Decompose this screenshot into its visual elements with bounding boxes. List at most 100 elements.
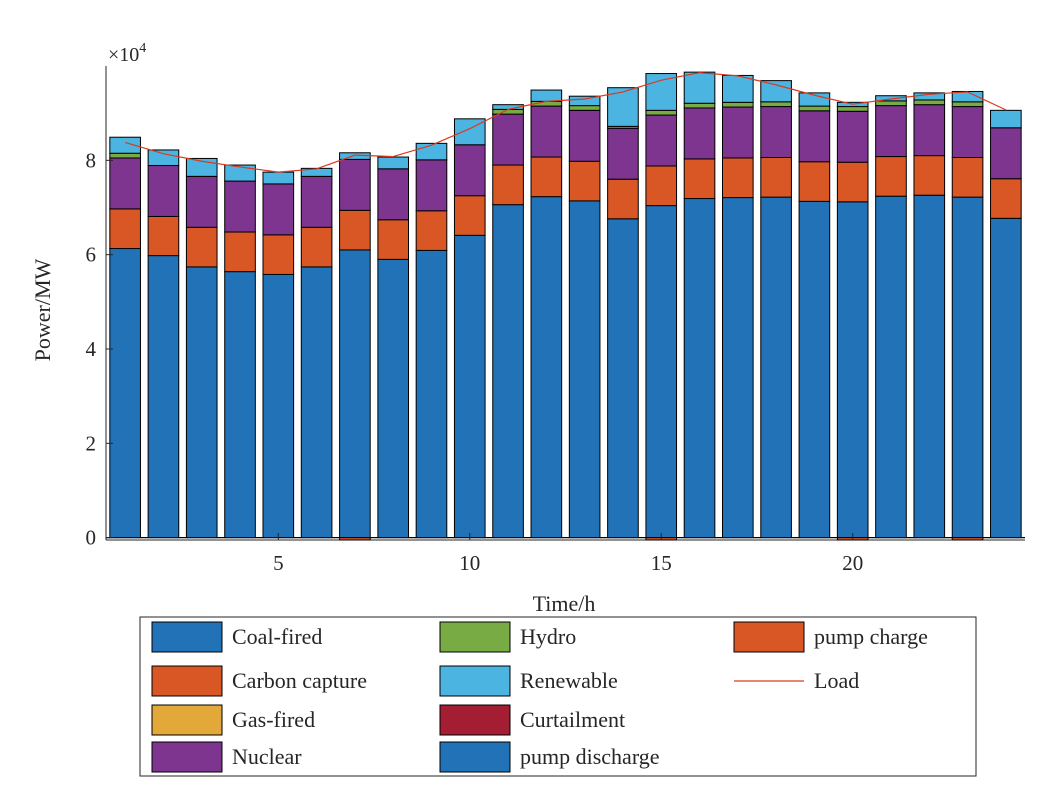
bar-nuclear-17 [721,106,754,159]
bar-nuclear-16 [683,107,716,160]
bar-nuclear-22 [913,104,946,157]
bar-carbon-1 [109,208,141,250]
x-tick-label: 5 [273,551,284,575]
bar-hydro-17 [721,101,754,108]
bar-coal-12 [530,196,563,539]
bar-nuclear-3 [185,175,218,228]
y-tick-label: 6 [86,243,97,267]
legend-label: Renewable [520,668,618,693]
bar-coal-20 [836,201,869,539]
bar-nuclear-10 [453,144,486,197]
bar-coal-24 [990,217,1022,539]
bar-renewable-18 [760,80,792,103]
bar-carbon-20 [836,161,869,203]
bar-carbon-8 [377,219,410,260]
bar-coal-9 [415,249,448,539]
legend-swatch-coal [151,621,223,653]
bar-coal-6 [300,266,333,539]
bar-coal-14 [607,218,639,539]
bar-coal-23 [951,196,984,539]
bar-coal-3 [185,266,218,539]
bar-hydro-22 [913,99,946,106]
bar-coal-5 [262,273,295,539]
bar-renewable-24 [990,109,1022,129]
bar-nuclear-5 [262,183,295,236]
bar-renewable-12 [530,89,563,102]
bar-carbon-21 [875,156,907,197]
bar-carbon-12 [530,156,563,198]
bar-coal-2 [147,255,180,539]
bar-renewable-17 [721,74,754,103]
bar-nuclear-18 [760,106,792,158]
legend-box [139,616,977,777]
bar-carbon-4 [224,231,256,273]
bar-carbon-6 [300,226,333,268]
bar-carbon-17 [721,157,754,199]
bar-nuclear-15 [645,114,678,167]
bar-hydro-11 [492,108,524,115]
bar-hydro-16 [683,102,716,109]
bar-coal-16 [683,198,716,539]
bar-carbon-5 [262,234,295,275]
bar-hydro-18 [760,101,792,108]
legend-label: Gas-fired [232,707,315,732]
bar-nuclear-14 [607,127,639,180]
legend-swatch-pump_discharge [439,741,511,773]
bar-hydro-13 [568,105,601,111]
bars [109,71,1022,541]
bar-nuclear-19 [798,110,831,163]
bar-renewable-16 [683,71,716,104]
bar-renewable-5 [262,171,295,185]
bar-nuclear-4 [224,180,256,233]
bar-carbon-2 [147,215,180,257]
legend-label: Coal-fired [232,624,322,649]
ticks: 5 10 15 20 0 2 4 6 8 [86,148,864,575]
x-tick-label: 10 [459,551,480,575]
x-tick-label: 15 [651,551,672,575]
bar-renewable-8 [377,156,410,170]
load-line [124,71,1007,173]
bar-hydro-20 [836,106,869,112]
legend-swatch-pump_charge [733,621,805,653]
bar-coal-19 [798,200,831,539]
bar-renewable-21 [875,95,907,102]
bar-hydro-21 [875,100,907,107]
bar-carbon-16 [683,158,716,200]
bar-carbon-3 [185,226,218,268]
bar-coal-4 [224,271,256,539]
axes-frame [105,66,1025,541]
bar-carbon-14 [607,178,639,220]
bar-coal-15 [645,205,678,539]
bar-carbon-22 [913,155,946,196]
bar-coal-22 [913,194,946,539]
bar-carbon-15 [645,165,678,207]
bar-renewable-19 [798,92,831,107]
bar-nuclear-9 [415,159,448,212]
bar-coal-17 [721,197,754,539]
bar-nuclear-8 [377,168,410,221]
bar-carbon-10 [453,195,486,236]
bar-coal-11 [492,204,524,539]
bar-coal-7 [339,249,371,539]
bar-renewable-15 [645,73,678,111]
legend-swatch-curtailment [439,704,511,736]
bar-nuclear-24 [990,127,1022,180]
bar-coal-1 [109,248,141,539]
bar-nuclear-21 [875,105,907,158]
bar-nuclear-20 [836,110,869,163]
legend-label: Hydro [520,624,576,649]
bar-carbon-18 [760,156,792,198]
bar-renewable-4 [224,164,256,182]
legend: Coal-fired Carbon capture Gas-fired Nuclear… [139,616,977,777]
y-tick-label: 0 [86,526,97,550]
bar-pump_charge-7 [339,537,371,541]
bar-nuclear-1 [109,157,141,210]
bar-pump_charge-23 [951,537,984,541]
legend-label: pump charge [814,624,928,649]
bar-nuclear-2 [147,165,180,217]
bar-coal-13 [568,200,601,539]
bar-coal-10 [453,234,486,539]
legend-label: Nuclear [232,744,302,769]
legend-label: Carbon capture [232,668,367,693]
